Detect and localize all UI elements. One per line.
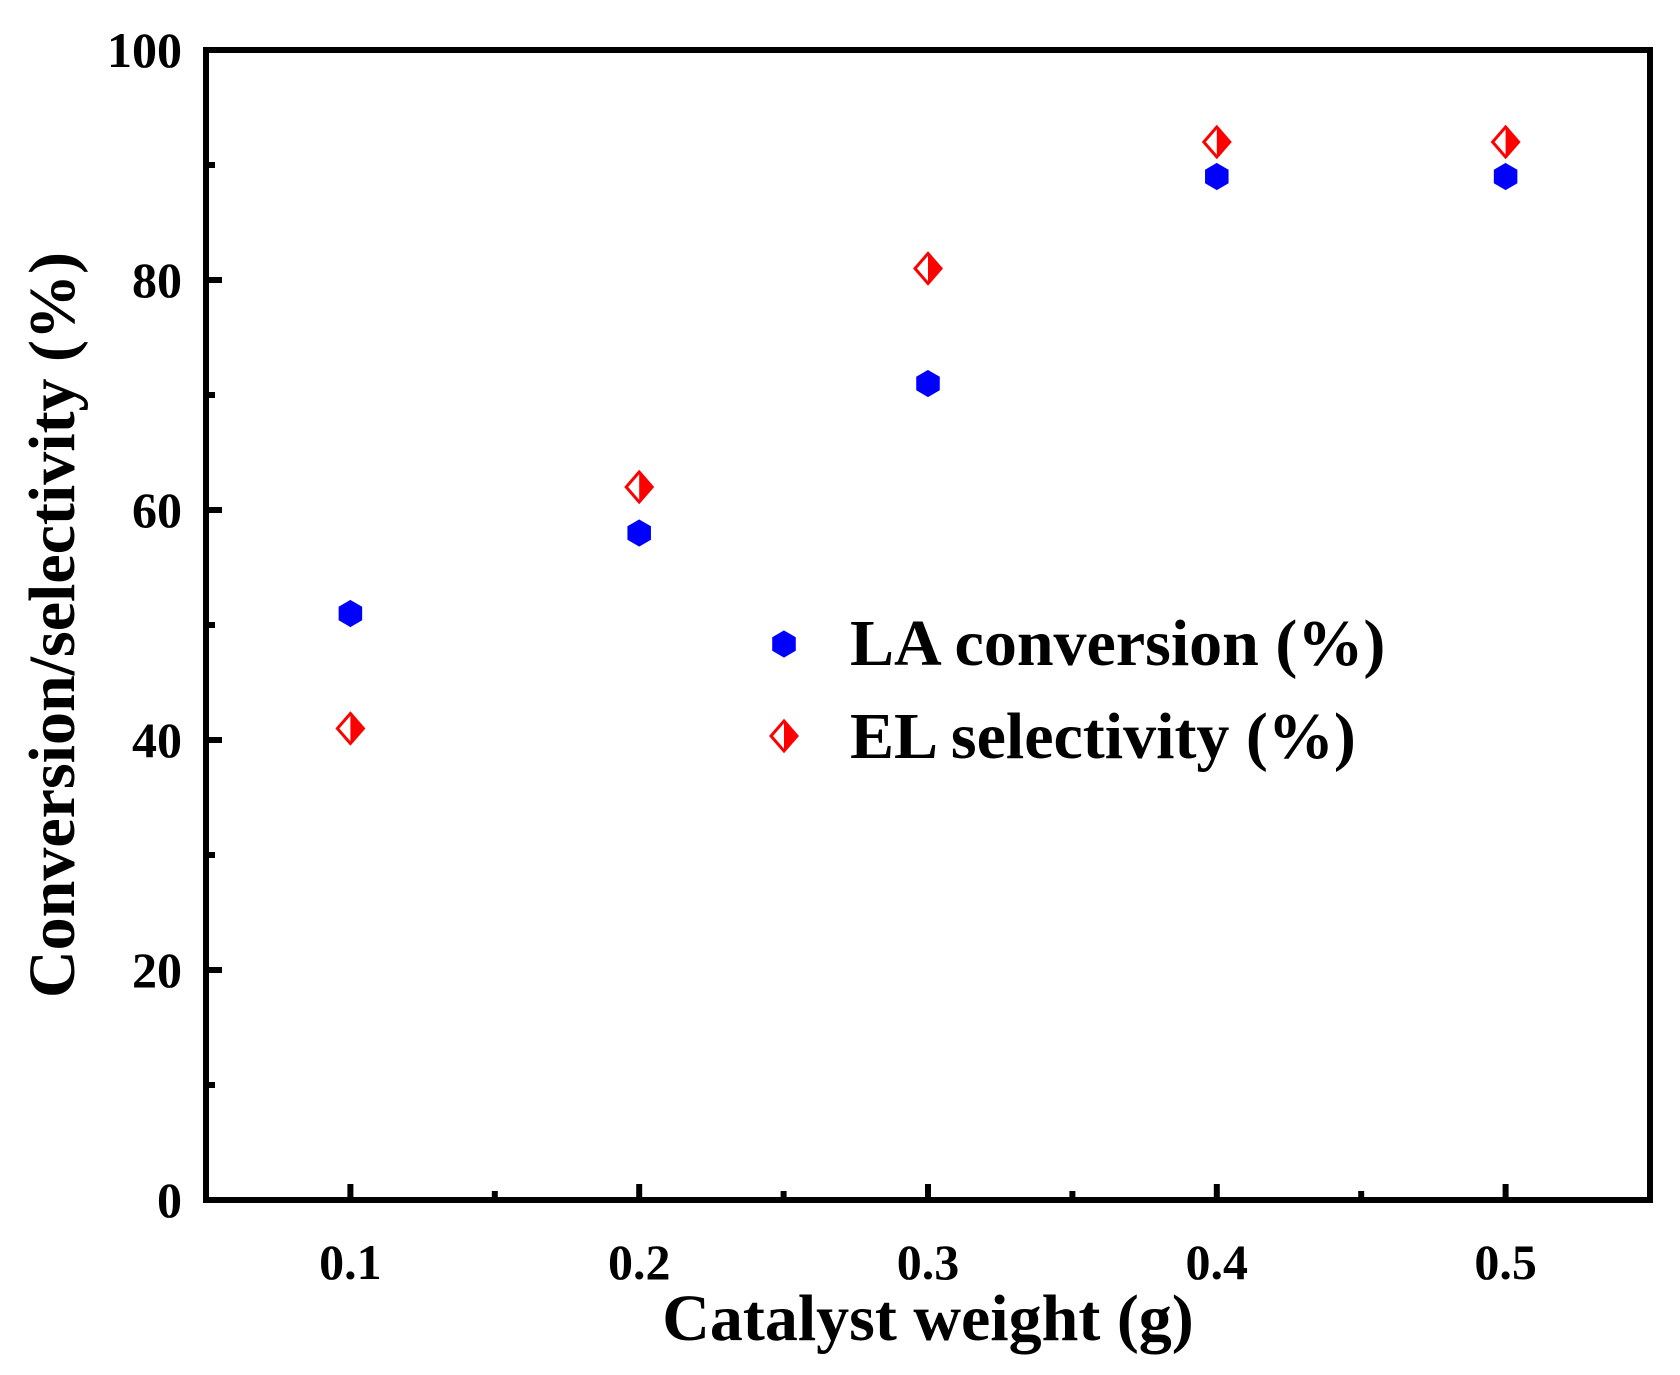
marker-fill — [928, 253, 941, 284]
y-tick-label: 0 — [157, 1172, 182, 1228]
data-points — [335, 124, 1521, 746]
legend-diamond-marker — [769, 718, 799, 754]
la-conversion-point — [1205, 162, 1229, 191]
y-tick-label: 80 — [132, 252, 182, 308]
x-tick-label: 0.5 — [1474, 1234, 1537, 1290]
la-conversion-point — [1493, 162, 1518, 191]
y-axis-title: Conversion/selectivity (%) — [16, 252, 89, 998]
el-selectivity-point — [1490, 124, 1521, 160]
y-tick-label: 100 — [107, 22, 182, 78]
marker-fill — [784, 721, 797, 751]
x-axis-ticks — [347, 1184, 1509, 1200]
legend-marker-la-conversion — [772, 630, 796, 658]
y-tick-label: 60 — [132, 482, 182, 538]
marker-outline — [335, 711, 366, 746]
x-tick-label: 0.4 — [1186, 1234, 1249, 1290]
marker-outline — [769, 718, 799, 754]
x-tick-label: 0.1 — [319, 1234, 382, 1290]
x-axis-tick-labels: 0.1 0.2 0.3 0.4 0.5 — [319, 1234, 1537, 1290]
marker-fill — [1505, 127, 1519, 157]
marker-outline — [1490, 124, 1521, 160]
y-axis-ticks — [206, 47, 222, 1203]
marker-outline — [1201, 124, 1232, 160]
marker-fill — [1216, 127, 1230, 157]
la-conversion-point — [916, 369, 940, 398]
la-conversion-point — [338, 599, 363, 628]
marker-outline — [624, 469, 655, 505]
el-selectivity-point — [913, 251, 943, 286]
legend-marker-el-selectivity — [769, 718, 799, 754]
x-tick-label: 0.2 — [608, 1234, 671, 1290]
y-tick-label: 40 — [132, 712, 182, 768]
el-selectivity-point — [1201, 124, 1232, 160]
el-selectivity-point — [624, 469, 655, 505]
marker-fill — [350, 713, 364, 744]
y-tick-label: 20 — [132, 942, 182, 998]
x-tick-label: 0.3 — [897, 1234, 960, 1290]
el-selectivity-point — [335, 711, 366, 746]
marker-outline — [913, 251, 943, 286]
marker-fill — [639, 472, 653, 502]
la-conversion-point — [627, 519, 651, 547]
x-axis-title: Catalyst weight (g) — [662, 1282, 1194, 1355]
legend-label-el-selectivity: EL selectivity (%) — [850, 700, 1356, 773]
y-axis-tick-labels: 0 20 40 60 80 100 — [107, 22, 182, 1228]
legend-hexagon-marker — [772, 630, 796, 658]
legend: LA conversion (%) EL selectivity (%) — [769, 607, 1385, 773]
legend-label-la-conversion: LA conversion (%) — [850, 607, 1385, 680]
